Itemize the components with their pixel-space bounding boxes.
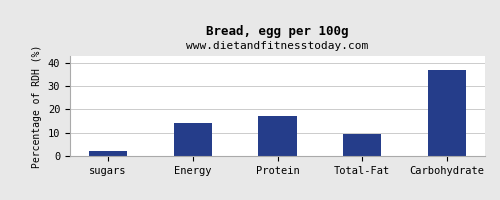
Bar [428,70,466,156]
Bar [343,134,382,156]
Text: www.dietandfitnesstoday.com: www.dietandfitnesstoday.com [186,41,368,51]
Y-axis label: Percentage of RDH (%): Percentage of RDH (%) [32,44,42,168]
Bar [89,151,127,156]
Bar [258,116,296,156]
Bar [174,123,212,156]
Text: Bread, egg per 100g: Bread, egg per 100g [206,25,349,38]
